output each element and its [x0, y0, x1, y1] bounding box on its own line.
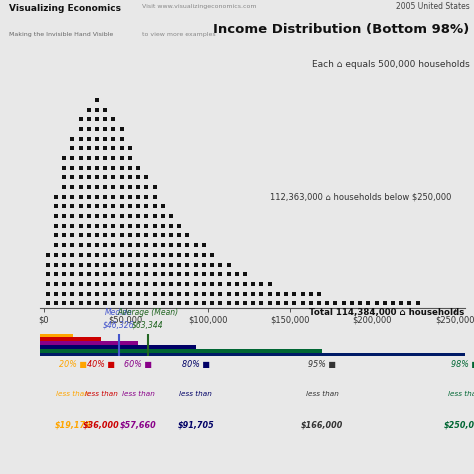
Text: Median: Median: [105, 308, 133, 317]
Text: Total 114,384,000 ⌂ households: Total 114,384,000 ⌂ households: [309, 308, 465, 317]
Text: $46,326: $46,326: [103, 320, 135, 329]
Text: to view more examples: to view more examples: [142, 32, 216, 37]
Text: 2005 United States: 2005 United States: [395, 1, 469, 10]
Text: $36,000: $36,000: [83, 420, 120, 429]
Text: $250,000: $250,000: [443, 420, 474, 429]
Text: $166,000: $166,000: [301, 420, 343, 429]
Bar: [40, 341, 138, 345]
Text: $91,705: $91,705: [178, 420, 214, 429]
Text: 40% ■: 40% ■: [87, 360, 115, 369]
Text: Average (Mean): Average (Mean): [117, 308, 178, 317]
Text: 112,363,000 ⌂ households below $250,000: 112,363,000 ⌂ households below $250,000: [271, 192, 452, 201]
Text: less than: less than: [448, 392, 474, 397]
Text: less than: less than: [306, 392, 338, 397]
Text: Visit www.visualizingeconomics.com: Visit www.visualizingeconomics.com: [142, 4, 257, 9]
Text: $63,344: $63,344: [132, 320, 164, 329]
Text: 80% ■: 80% ■: [182, 360, 210, 369]
Text: less than: less than: [122, 392, 155, 397]
Text: 95% ■: 95% ■: [308, 360, 336, 369]
Text: Making the Invisible Hand Visible: Making the Invisible Hand Visible: [9, 32, 114, 37]
Bar: [40, 353, 465, 356]
Text: Income Distribution (Bottom 98%): Income Distribution (Bottom 98%): [213, 23, 469, 36]
Text: 20% ■: 20% ■: [59, 360, 87, 369]
Text: less than: less than: [56, 392, 89, 397]
Text: $19,178: $19,178: [55, 420, 91, 429]
Text: less than: less than: [180, 392, 212, 397]
Text: $57,660: $57,660: [120, 420, 156, 429]
Bar: [40, 334, 73, 337]
Bar: [40, 345, 196, 349]
Text: 98% ■: 98% ■: [451, 360, 474, 369]
Bar: [40, 349, 322, 353]
Text: less than: less than: [85, 392, 118, 397]
Text: 60% ■: 60% ■: [124, 360, 152, 369]
Bar: [40, 337, 101, 341]
Text: Visualizing Economics: Visualizing Economics: [9, 4, 121, 13]
Text: Each ⌂ equals 500,000 households: Each ⌂ equals 500,000 households: [311, 61, 469, 69]
